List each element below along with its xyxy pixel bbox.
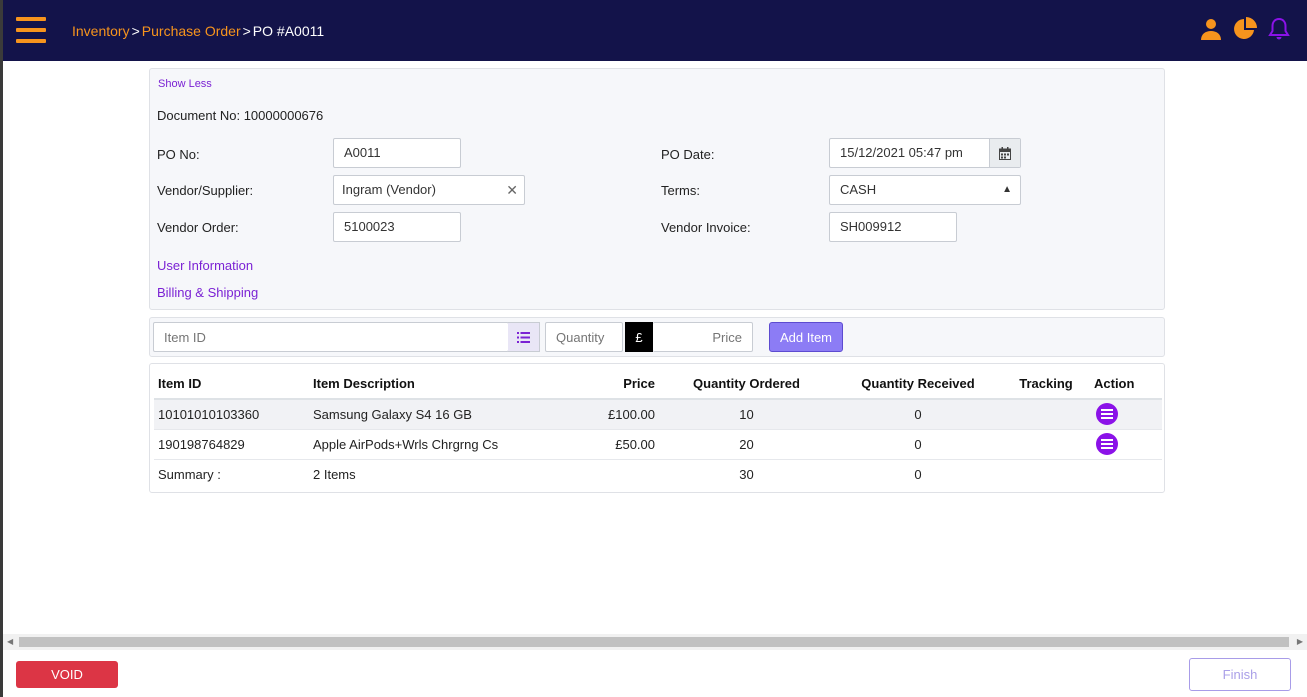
summary-qty-ordered: 30	[739, 466, 754, 482]
vendor-value: Ingram (Vendor)	[342, 182, 436, 197]
calendar-icon	[999, 146, 1011, 160]
po-date-label: PO Date:	[661, 147, 715, 162]
row-item-id: 190198764829	[154, 429, 309, 460]
col-tracking: Tracking	[1002, 368, 1090, 400]
row-tracking	[1002, 429, 1090, 460]
breadcrumb-purchase-order[interactable]: Purchase Order	[141, 23, 241, 39]
row-price: £100.00	[509, 399, 659, 430]
scroll-right-icon[interactable]: ▶︎	[1296, 637, 1303, 646]
po-no-label: PO No:	[157, 147, 200, 162]
vendor-order-value: 5100023	[344, 219, 395, 234]
row-action	[1090, 429, 1162, 460]
bell-icon[interactable]	[1267, 17, 1291, 41]
col-item-id: Item ID	[154, 368, 309, 400]
terms-value: CASH	[840, 182, 877, 197]
document-number: Document No: 10000000676	[157, 108, 324, 123]
list-icon	[517, 331, 530, 343]
breadcrumb-inventory[interactable]: Inventory	[72, 23, 130, 39]
billing-shipping-link[interactable]: Billing & Shipping	[157, 285, 259, 300]
row-qty-ordered: 20	[659, 429, 834, 460]
select-caret-icon: ▲︎	[1002, 184, 1012, 195]
user-information-link[interactable]: User Information	[157, 258, 254, 273]
row-qty-received: 0	[834, 429, 1002, 460]
vendor-invoice-label: Vendor Invoice:	[661, 220, 751, 235]
summary-row: Summary : 2 Items 30 0	[154, 459, 1162, 489]
vendor-select[interactable]: Ingram (Vendor) ✕	[333, 175, 525, 205]
table-row: 10101010103360 Samsung Galaxy S4 16 GB £…	[154, 399, 1162, 430]
row-menu-button[interactable]	[1096, 433, 1118, 455]
terms-select[interactable]: CASH ▲︎	[829, 175, 1021, 205]
price-input[interactable]	[653, 322, 753, 352]
breadcrumb: Inventory > Purchase Order > PO #A0011	[72, 23, 324, 39]
items-table-card: Item ID Item Description Price Quantity …	[149, 363, 1165, 493]
row-menu-button[interactable]	[1096, 403, 1118, 426]
row-item-id: 10101010103360	[154, 399, 309, 430]
calendar-button[interactable]	[989, 139, 1020, 167]
void-button[interactable]: VOID	[16, 661, 118, 688]
row-qty-ordered: 10	[659, 399, 834, 430]
table-header-row: Item ID Item Description Price Quantity …	[154, 368, 1162, 400]
breadcrumb-current: PO #A0011	[252, 23, 325, 39]
breadcrumb-separator: >	[242, 23, 251, 39]
add-item-button[interactable]: Add Item	[769, 322, 843, 352]
items-table: Item ID Item Description Price Quantity …	[154, 368, 1162, 489]
breadcrumb-separator: >	[131, 23, 140, 39]
row-price: £50.00	[509, 429, 659, 460]
table-row: 190198764829 Apple AirPods+Wrls Chrgrng …	[154, 429, 1162, 460]
summary-items: 2 Items	[313, 466, 356, 482]
add-item-bar: £ Add Item	[149, 317, 1165, 357]
summary-label: Summary :	[158, 466, 221, 482]
horizontal-scrollbar[interactable]: ◀︎ ▶︎	[3, 634, 1307, 650]
terms-label: Terms:	[661, 183, 700, 198]
vendor-order-label: Vendor Order:	[157, 220, 239, 235]
row-description: Samsung Galaxy S4 16 GB	[309, 399, 509, 430]
finish-button[interactable]: Finish	[1189, 658, 1291, 691]
item-list-button[interactable]	[508, 322, 540, 352]
show-less-link[interactable]: Show Less	[158, 78, 212, 90]
col-qty-ordered: Quantity Ordered	[659, 368, 834, 400]
row-qty-received: 0	[834, 399, 1002, 430]
row-description: Apple AirPods+Wrls Chrgrng Cs	[309, 429, 509, 460]
col-description: Item Description	[309, 368, 509, 400]
row-action	[1090, 399, 1162, 430]
vendor-invoice-value: SH009912	[840, 219, 902, 234]
quantity-input[interactable]	[545, 322, 623, 352]
menu-lines-icon	[1101, 409, 1113, 420]
po-date-input[interactable]: 15/12/2021 05:47 pm	[829, 138, 1021, 168]
po-details-card: Show Less Document No: 10000000676 PO No…	[149, 68, 1165, 310]
col-action: Action	[1090, 368, 1162, 400]
po-date-value: 15/12/2021 05:47 pm	[840, 145, 963, 160]
scrollbar-thumb[interactable]	[19, 637, 1289, 647]
summary-qty-received: 0	[914, 466, 922, 482]
user-icon[interactable]	[1199, 17, 1223, 41]
po-no-value: A0011	[344, 145, 381, 160]
vendor-invoice-input[interactable]: SH009912	[829, 212, 957, 242]
row-tracking	[1002, 399, 1090, 430]
item-id-input[interactable]	[153, 322, 509, 352]
po-no-input[interactable]: A0011	[333, 138, 461, 168]
window-edge	[0, 0, 3, 697]
header-icons	[1199, 17, 1291, 41]
scroll-left-icon[interactable]: ◀︎	[7, 637, 14, 646]
top-navbar: Inventory > Purchase Order > PO #A0011	[3, 0, 1307, 61]
clear-icon[interactable]: ✕	[506, 182, 518, 198]
col-qty-received: Quantity Received	[834, 368, 1002, 400]
currency-symbol: £	[625, 322, 653, 352]
vendor-order-input[interactable]: 5100023	[333, 212, 461, 242]
menu-lines-icon	[1101, 439, 1113, 449]
vendor-label: Vendor/Supplier:	[157, 183, 254, 198]
col-price: Price	[509, 368, 659, 400]
pie-chart-icon[interactable]	[1233, 17, 1257, 41]
menu-icon[interactable]	[16, 17, 46, 43]
